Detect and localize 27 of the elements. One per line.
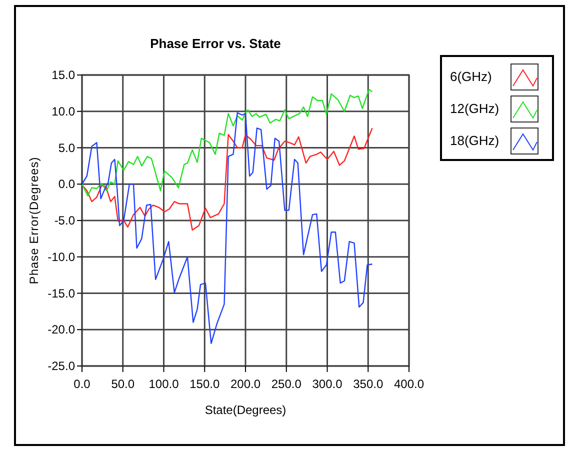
y-tick-label: 5.0: [58, 140, 76, 155]
x-tick-label: 350.0: [353, 377, 384, 391]
line-series: [81, 128, 373, 231]
line-series: [81, 112, 373, 344]
x-axis-title: State(Degrees): [204, 403, 286, 417]
y-tick-label: 10.0: [52, 104, 76, 118]
line-series: [81, 88, 373, 196]
x-tick-label: 150.0: [190, 377, 220, 391]
y-tick-label: 15.0: [52, 68, 76, 82]
y-tick-label: -20.0: [48, 322, 76, 337]
legend-label: 12(GHz): [450, 101, 500, 116]
x-tick-label: 300.0: [312, 377, 343, 391]
x-tick-label: 100.0: [148, 377, 180, 391]
legend-label: 6(GHz): [450, 69, 492, 84]
x-tick-label: 250.0: [271, 377, 302, 391]
y-tick-label: -5.0: [54, 214, 76, 228]
legend-label: 18(GHz): [450, 133, 500, 148]
y-tick-label: 0.0: [58, 177, 76, 192]
y-axis-title: Phase Error(Degrees): [27, 156, 41, 284]
x-tick-label: 0.0: [74, 377, 91, 391]
chart-title: Phase Error vs. State: [150, 36, 281, 51]
y-tick-label: -15.0: [48, 286, 76, 300]
y-tick-label: -10.0: [48, 250, 76, 264]
x-tick-label: 200.0: [230, 377, 261, 391]
x-tick-label: 50.0: [111, 377, 135, 391]
y-tick-label: -25.0: [48, 359, 76, 373]
x-tick-label: 400.0: [394, 377, 424, 391]
